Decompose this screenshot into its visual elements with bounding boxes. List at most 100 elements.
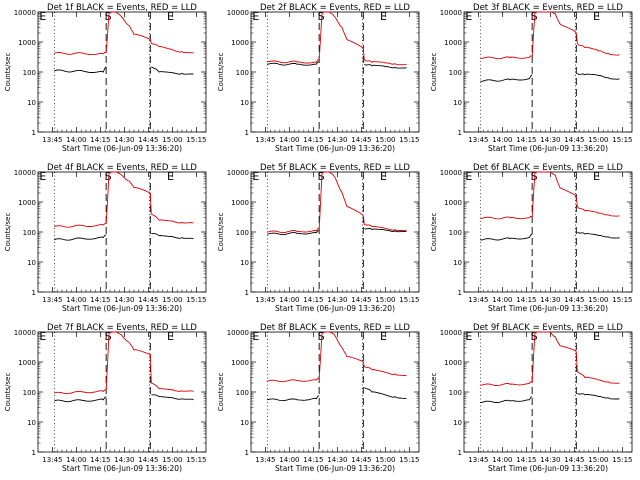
panel-4: Det 4f BLACK = Events, RED = LLD 1 10 100 10… [4,163,206,313]
interval-marker-s: S [531,10,538,23]
y-tick-label: 100 [236,389,249,397]
x-tick-label: 14:15 [516,456,536,464]
y-tick-label: 1 [32,129,36,137]
panel-title: Det 7f BLACK = Events, RED = LLD [47,323,197,333]
y-tick-label: 10 [27,99,36,107]
series-line-events [480,74,533,82]
series-line-lld [267,331,407,383]
x-tick-label: 14:30 [114,136,134,144]
series-line-events [267,230,320,236]
x-tick-label: 13:45 [468,456,488,464]
y-tick-label: 1000 [231,359,249,367]
panel-title: Det 4f BLACK = Events, RED = LLD [47,163,197,173]
y-tick-label: 10000 [440,169,462,177]
interval-marker-s: S [318,170,325,183]
panel-title: Det 9f BLACK = Events, RED = LLD [473,323,623,333]
panel-title: Det 6f BLACK = Events, RED = LLD [473,163,623,173]
y-axis-label: Counts/sec [430,213,438,252]
y-axis-label: Counts/sec [4,373,12,412]
y-tick-label: 10000 [14,169,36,177]
plot-frame [463,11,633,133]
x-axis-label: Start Time (06-Jun-09 13:36:20) [488,304,608,313]
x-tick-label: 15:00 [588,456,608,464]
interval-marker-e: E [39,170,46,183]
x-axis-label: Start Time (06-Jun-09 13:36:20) [275,144,395,153]
panel-3: Det 3f BLACK = Events, RED = LLD 1 10 100 10… [430,3,632,153]
panel-5: Det 5f BLACK = Events, RED = LLD 1 10 100 10… [217,163,419,313]
x-tick-label: 14:00 [279,456,299,464]
y-tick-label: 1000 [444,39,462,47]
y-tick-label: 10 [27,419,36,427]
series-line-events [480,396,533,403]
y-tick-label: 1 [245,449,249,457]
y-tick-label: 10000 [14,329,36,337]
plot-frame [37,331,207,453]
interval-marker-e: E [380,330,387,343]
interval-marker-e: E [167,330,174,343]
x-tick-label: 14:00 [492,456,512,464]
interval-marker-e: E [465,330,472,343]
y-tick-label: 1000 [444,199,462,207]
plot-frame [37,11,207,133]
x-tick-label: 15:15 [612,136,632,144]
y-tick-label: 1 [458,449,462,457]
interval-marker-e: E [380,10,387,23]
x-tick-label: 14:00 [66,296,86,304]
series-line-events [267,61,320,66]
plot-frame [37,171,207,293]
series-line-lld [480,171,620,220]
y-tick-label: 1 [32,289,36,297]
x-tick-label: 14:30 [327,456,347,464]
y-tick-label: 1000 [231,39,249,47]
series-line-events [364,63,407,69]
x-tick-label: 14:15 [516,136,536,144]
y-tick-label: 10 [240,99,249,107]
y-tick-label: 10 [453,419,462,427]
interval-marker-e: E [39,10,46,23]
x-tick-label: 14:30 [114,296,134,304]
interval-marker-e: E [252,170,259,183]
y-tick-label: 10000 [227,329,249,337]
x-tick-label: 13:45 [255,136,275,144]
x-axis-label: Start Time (06-Jun-09 13:36:20) [488,464,608,473]
x-tick-label: 14:00 [492,136,512,144]
y-tick-label: 1 [32,449,36,457]
x-axis-label: Start Time (06-Jun-09 13:36:20) [62,464,182,473]
x-tick-label: 14:30 [327,136,347,144]
x-tick-label: 15:15 [186,456,206,464]
y-tick-label: 10000 [227,169,249,177]
x-axis-label: Start Time (06-Jun-09 13:36:20) [62,304,182,313]
x-axis-label: Start Time (06-Jun-09 13:36:20) [488,144,608,153]
plot-frame [250,171,420,293]
x-tick-label: 14:15 [303,136,323,144]
y-axis-label: Counts/sec [217,53,225,92]
x-tick-label: 14:15 [90,296,110,304]
interval-marker-s: S [318,330,325,343]
y-tick-label: 100 [449,229,462,237]
y-tick-label: 1000 [18,359,36,367]
series-line-lld [54,11,194,56]
series-line-events [151,66,194,75]
x-tick-label: 14:00 [66,456,86,464]
panel-title: Det 1f BLACK = Events, RED = LLD [47,3,197,13]
x-tick-label: 15:15 [399,296,419,304]
y-axis-label: Counts/sec [430,53,438,92]
series-line-events [54,396,107,403]
x-tick-label: 14:15 [90,456,110,464]
y-tick-label: 100 [449,389,462,397]
x-tick-label: 15:00 [162,296,182,304]
interval-marker-e: E [167,170,174,183]
x-tick-label: 14:00 [279,136,299,144]
x-tick-label: 14:45 [138,296,158,304]
interval-marker-e: E [380,170,387,183]
interval-marker-e: E [465,170,472,183]
x-tick-label: 14:45 [138,456,158,464]
plot-frame [463,331,633,453]
series-line-events [577,73,620,80]
interval-marker-s: S [531,170,538,183]
panel-7: Det 7f BLACK = Events, RED = LLD 1 10 100 10… [4,323,206,473]
x-tick-label: 14:45 [351,136,371,144]
x-tick-label: 14:15 [303,296,323,304]
x-tick-label: 15:00 [375,456,395,464]
